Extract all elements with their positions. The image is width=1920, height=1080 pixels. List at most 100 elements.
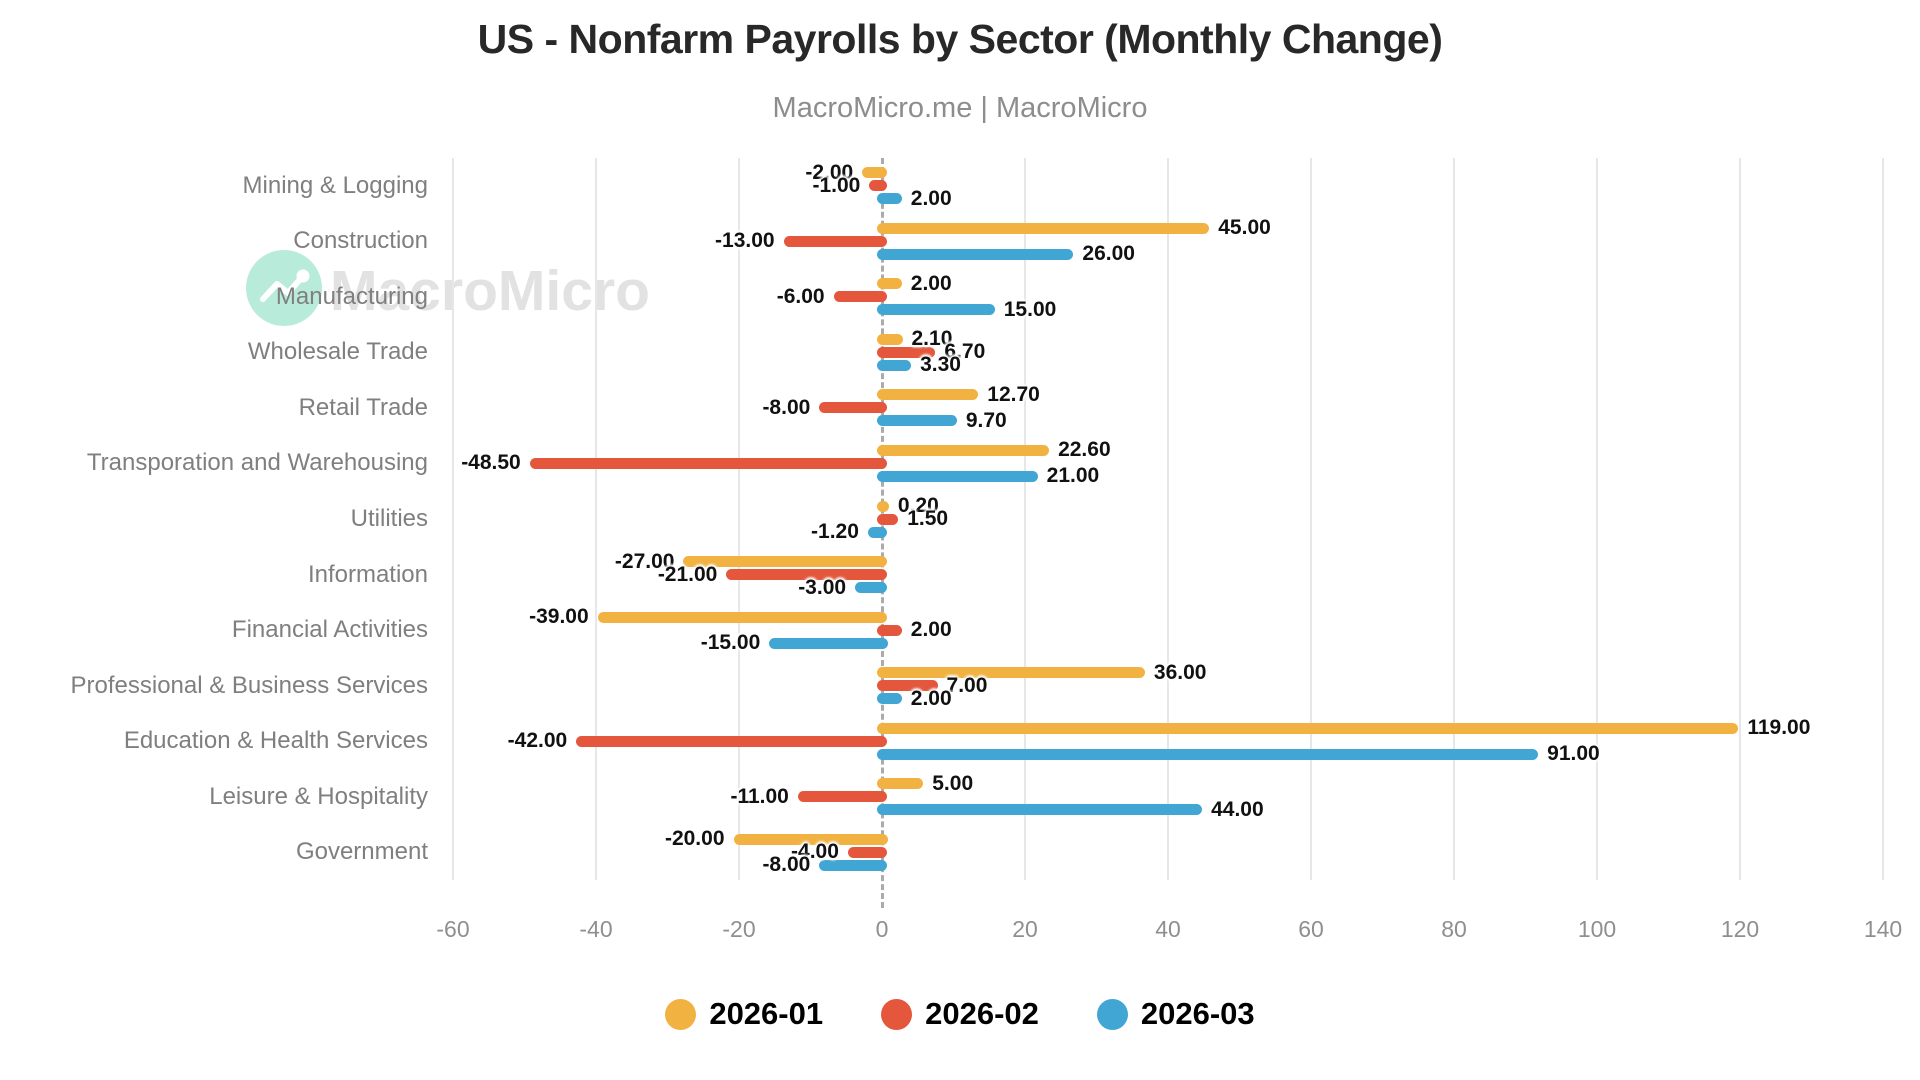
bar-2026-03-8[interactable] [769, 637, 888, 649]
category-label: Construction [293, 227, 428, 255]
value-label: -42.00 [507, 729, 568, 753]
bar-2026-01-10[interactable] [876, 722, 1739, 734]
chart-title: US - Nonfarm Payrolls by Sector (Monthly… [477, 16, 1443, 62]
bar-2026-01-9[interactable] [876, 667, 1145, 679]
value-label: 0.20 [897, 494, 939, 517]
bar-2026-01-4[interactable] [876, 389, 979, 401]
macromicro-logo-icon [246, 250, 322, 326]
grid-line [1596, 158, 1598, 880]
grid-line [1024, 158, 1026, 880]
bar-2026-03-0[interactable] [876, 193, 902, 205]
category-label: Information [307, 560, 428, 588]
value-label: -21.00 [657, 562, 718, 586]
bar-2026-03-4[interactable] [876, 415, 957, 427]
value-label: 21.00 [1046, 464, 1100, 488]
value-label: -8.00 [762, 853, 811, 877]
value-label: 6.70 [944, 340, 986, 364]
value-label: -39.00 [529, 605, 589, 629]
value-label: 22.60 [1058, 438, 1111, 462]
legend-swatch-icon [665, 998, 697, 1030]
x-tick-label: 80 [1441, 916, 1467, 942]
legend-label: 2026-02 [925, 996, 1039, 1031]
grid-line [595, 158, 597, 880]
x-tick-label: 0 [875, 916, 889, 942]
value-label: -11.00 [730, 784, 789, 808]
category-label: Education & Health Services [123, 727, 428, 755]
bar-2026-02-9[interactable] [876, 680, 938, 692]
bar-2026-02-5[interactable] [529, 457, 888, 469]
bar-2026-02-4[interactable] [819, 402, 888, 414]
grid-line [1167, 158, 1169, 880]
value-label: -1.00 [812, 173, 861, 197]
grid-line [738, 158, 740, 880]
bar-2026-02-6[interactable] [876, 513, 899, 525]
value-label: 45.00 [1218, 216, 1271, 240]
value-label: 9.70 [965, 408, 1007, 432]
bar-2026-03-2[interactable] [876, 304, 995, 316]
x-tick-label: -60 [436, 916, 470, 942]
value-label: 2.00 [910, 686, 952, 710]
bar-2026-01-1[interactable] [876, 222, 1210, 234]
bar-2026-03-6[interactable] [867, 526, 888, 538]
value-label: 15.00 [1003, 297, 1057, 321]
grid-line [1310, 158, 1312, 880]
bar-2026-01-12[interactable] [733, 833, 888, 845]
value-label: 3.30 [920, 353, 961, 377]
bar-2026-02-1[interactable] [783, 235, 888, 247]
bar-2026-01-11[interactable] [876, 778, 924, 790]
bar-2026-02-7[interactable] [726, 569, 888, 581]
value-label: -4.00 [791, 840, 839, 864]
grid-line [1453, 158, 1455, 880]
value-label: 12.70 [987, 382, 1040, 406]
bar-2026-02-0[interactable] [869, 180, 888, 192]
legend-item-2026-02[interactable]: 2026-02 [881, 996, 1039, 1032]
value-label: 44.00 [1211, 797, 1264, 821]
bar-2026-01-5[interactable] [876, 444, 1050, 456]
x-tick-label: 20 [1012, 916, 1038, 942]
chart-subtitle: MacroMicro.me | MacroMicro [772, 92, 1148, 124]
value-label: -2.00 [805, 160, 854, 184]
grid-line [452, 158, 454, 880]
bar-2026-02-8[interactable] [876, 624, 902, 636]
x-tick-label: 40 [1155, 916, 1181, 942]
value-label: -3.00 [798, 575, 847, 599]
bar-2026-01-0[interactable] [862, 167, 888, 179]
category-label: Professional & Business Services [70, 671, 429, 699]
bar-2026-02-3[interactable] [876, 346, 936, 358]
bar-2026-02-12[interactable] [847, 846, 888, 858]
bar-2026-03-1[interactable] [876, 248, 1074, 260]
value-label: -20.00 [664, 827, 725, 851]
category-label: Wholesale Trade [247, 338, 428, 366]
bar-2026-03-3[interactable] [876, 359, 912, 371]
bar-2026-02-10[interactable] [576, 735, 888, 747]
x-tick-label: 140 [1863, 916, 1903, 942]
category-label: Financial Activities [231, 616, 428, 644]
legend-item-2026-01[interactable]: 2026-01 [665, 996, 823, 1032]
x-tick-label: 60 [1298, 916, 1324, 942]
bar-2026-03-12[interactable] [819, 859, 888, 871]
category-label: Manufacturing [275, 282, 428, 310]
x-tick-label: 100 [1577, 916, 1617, 942]
bar-2026-02-11[interactable] [797, 791, 888, 803]
value-label: 1.50 [907, 507, 949, 530]
chart-legend: 2026-01 2026-02 2026-03 [0, 996, 1920, 1032]
bar-2026-02-2[interactable] [833, 291, 888, 303]
bar-2026-03-10[interactable] [876, 748, 1539, 760]
bar-2026-03-9[interactable] [876, 693, 902, 705]
bar-2026-03-11[interactable] [876, 804, 1203, 816]
bar-2026-01-8[interactable] [597, 611, 888, 623]
bar-2026-03-7[interactable] [855, 582, 888, 594]
category-label: Mining & Logging [242, 171, 428, 199]
bar-2026-03-5[interactable] [876, 470, 1038, 482]
value-label: -8.00 [762, 395, 811, 419]
bar-2026-01-2[interactable] [876, 278, 902, 290]
value-label: -48.50 [461, 451, 521, 475]
value-label: 7.00 [946, 673, 988, 697]
value-label: 2.00 [910, 186, 952, 210]
x-tick-label: -40 [579, 916, 613, 942]
legend-item-2026-03[interactable]: 2026-03 [1096, 996, 1255, 1032]
bar-2026-01-7[interactable] [683, 556, 888, 568]
grid-line [1739, 158, 1741, 880]
bar-2026-01-3[interactable] [876, 333, 903, 345]
bar-2026-01-6[interactable] [876, 500, 889, 512]
